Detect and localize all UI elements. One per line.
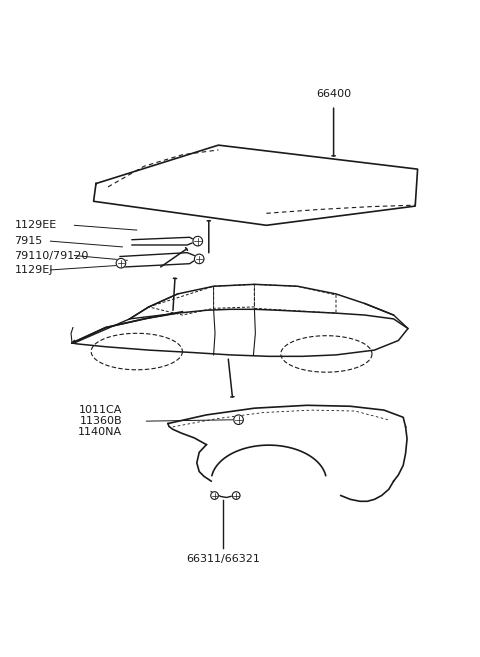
Circle shape [211,491,218,499]
Text: 7915: 7915 [14,236,43,246]
Text: 66400: 66400 [316,89,351,99]
Text: 1011CA: 1011CA [79,405,122,415]
Circle shape [116,258,126,268]
Text: 1129EE: 1129EE [14,220,57,231]
Circle shape [232,491,240,499]
Text: 11360B: 11360B [80,416,122,426]
Circle shape [193,237,203,246]
Polygon shape [132,237,197,245]
Text: 1129EJ: 1129EJ [14,265,53,275]
Polygon shape [120,253,199,267]
Text: 66311/66321: 66311/66321 [186,554,260,564]
Text: 79110/79120: 79110/79120 [14,250,89,261]
Circle shape [234,415,243,424]
Text: 1140NA: 1140NA [78,427,122,437]
Circle shape [194,254,204,263]
